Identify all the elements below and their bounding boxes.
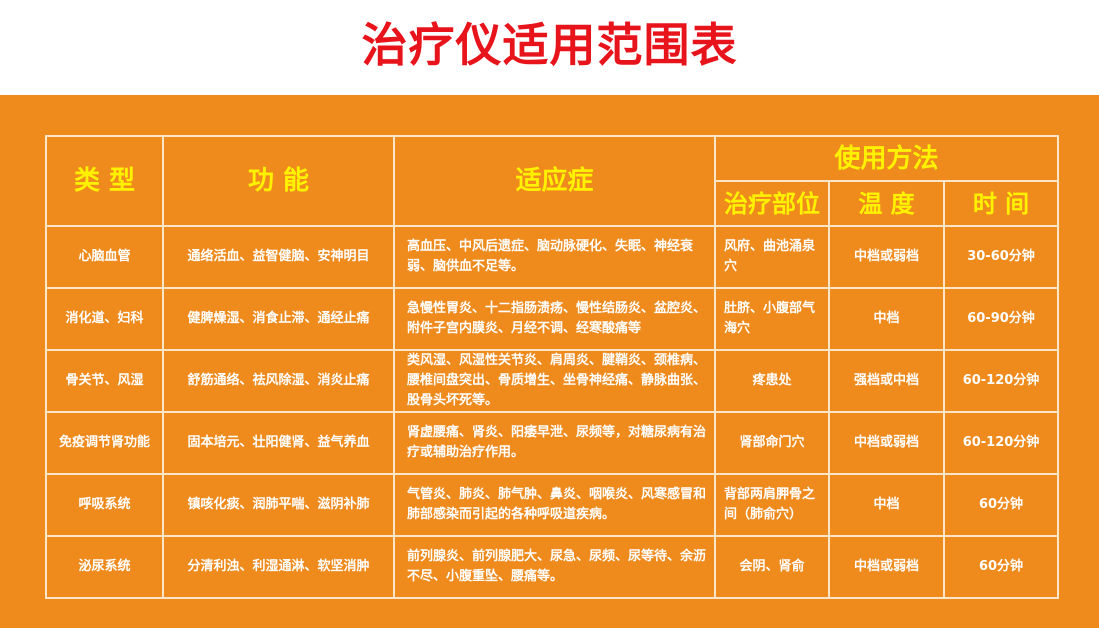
table-row: 消化道、妇科 健脾燥湿、消食止滞、通经止痛 急慢性胃炎、十二指肠溃疡、慢性结肠炎、盆…	[45, 287, 1060, 351]
cell-time: 60分钟	[942, 535, 1060, 599]
cell-function: 固本培元、壮阳健肾、益气养血	[162, 411, 395, 475]
header-time: 时 间	[942, 180, 1060, 227]
header-function: 功 能	[162, 135, 395, 227]
table-row: 免疫调节肾功能 固本培元、壮阳健肾、益气养血 肾虚腰痛、肾炎、阳痿早泄、尿频等，对糖…	[45, 411, 1060, 475]
cell-category: 呼吸系统	[45, 473, 164, 537]
cell-temperature: 中档或弱档	[828, 535, 945, 599]
cell-category: 骨关节、风湿	[45, 349, 164, 413]
cell-category: 泌尿系统	[45, 535, 164, 599]
cell-category: 免疫调节肾功能	[45, 411, 164, 475]
cell-temperature: 中档	[828, 473, 945, 537]
header-category: 类 型	[45, 135, 164, 227]
cell-location: 背部两肩胛骨之间（肺俞穴）	[714, 473, 830, 537]
header-temperature: 温 度	[828, 180, 945, 227]
cell-indication: 高血压、中风后遗症、脑动脉硬化、失眠、神经衰弱、脑供血不足等。	[393, 225, 716, 289]
cell-location: 会阴、肾俞	[714, 535, 830, 599]
cell-time: 60-120分钟	[942, 349, 1060, 413]
header-usage: 使用方法	[713, 135, 1060, 182]
cell-function: 健脾燥湿、消食止滞、通经止痛	[162, 287, 395, 351]
cell-temperature: 中档或弱档	[828, 411, 945, 475]
cell-temperature: 中档或弱档	[828, 225, 945, 289]
cell-time: 60分钟	[942, 473, 1060, 537]
header-indication: 适应症	[393, 135, 716, 227]
cell-time: 60-90分钟	[942, 287, 1060, 351]
cell-indication: 类风湿、风湿性关节炎、肩周炎、腱鞘炎、颈椎病、腰椎间盘突出、骨质增生、坐骨神经痛…	[393, 349, 716, 413]
cell-indication: 前列腺炎、前列腺肥大、尿急、尿频、尿等待、余沥不尽、小腹重坠、腰痛等。	[393, 535, 716, 599]
cell-function: 镇咳化痰、润肺平喘、滋阴补肺	[162, 473, 395, 537]
header-area	[0, 0, 1099, 95]
header-location: 治疗部位	[714, 180, 830, 227]
cell-location: 肚脐、小腹部气海穴	[714, 287, 830, 351]
cell-indication: 急慢性胃炎、十二指肠溃疡、慢性结肠炎、盆腔炎、附件子宫内膜炎、月经不调、经寒酸痛…	[393, 287, 716, 351]
cell-temperature: 强档或中档	[828, 349, 945, 413]
cell-location: 疼患处	[714, 349, 830, 413]
cell-time: 30-60分钟	[942, 225, 1060, 289]
cell-temperature: 中档	[828, 287, 945, 351]
table-row: 心脑血管 通络活血、益智健脑、安神明目 高血压、中风后遗症、脑动脉硬化、失眠、神经衰…	[45, 225, 1060, 289]
cell-category: 心脑血管	[45, 225, 164, 289]
page-title: 治疗仪适用范围表	[361, 18, 738, 72]
table-row: 呼吸系统 镇咳化痰、润肺平喘、滋阴补肺 气管炎、肺炎、肺气肿、鼻炎、咽喉炎、风寒感冒…	[45, 473, 1060, 537]
cell-time: 60-120分钟	[942, 411, 1060, 475]
cell-function: 舒筋通络、祛风除湿、消炎止痛	[162, 349, 395, 413]
table-row: 骨关节、风湿 舒筋通络、祛风除湿、消炎止痛 类风湿、风湿性关节炎、肩周炎、腱鞘炎、颈…	[45, 349, 1060, 413]
cell-location: 肾部命门穴	[714, 411, 830, 475]
cell-location: 风府、曲池涌泉穴	[714, 225, 830, 289]
cell-category: 消化道、妇科	[45, 287, 164, 351]
table-row: 泌尿系统 分清利浊、利湿通淋、软坚消肿 前列腺炎、前列腺肥大、尿急、尿频、尿等待、余…	[45, 535, 1060, 599]
cell-function: 分清利浊、利湿通淋、软坚消肿	[162, 535, 395, 599]
cell-function: 通络活血、益智健脑、安神明目	[162, 225, 395, 289]
cell-indication: 肾虚腰痛、肾炎、阳痿早泄、尿频等，对糖尿病有治疗或辅助治疗作用。	[393, 411, 716, 475]
therapy-range-table: 类 型 功 能 适应症 使用方法 治疗部位 温 度 时 间 心脑血管 通络活血、益…	[45, 135, 1060, 599]
cell-indication: 气管炎、肺炎、肺气肿、鼻炎、咽喉炎、风寒感冒和肺部感染而引起的各种呼吸道疾病。	[393, 473, 716, 537]
